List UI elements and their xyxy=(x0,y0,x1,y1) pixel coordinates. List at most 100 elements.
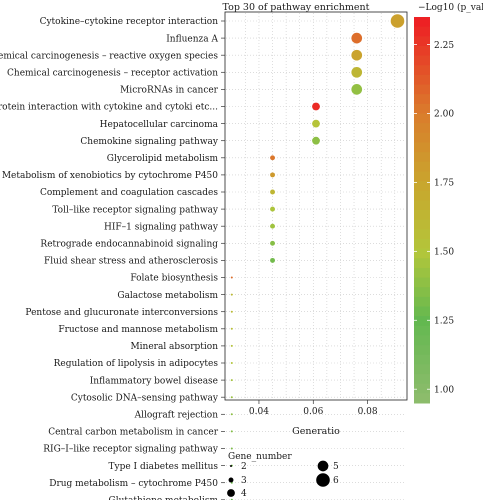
pathway-label: Hepatocellular carcinoma xyxy=(100,120,219,130)
data-point xyxy=(270,206,275,212)
color-bar-segment xyxy=(414,325,430,336)
color-bar-segment xyxy=(414,161,430,172)
color-tick-label: 1.50 xyxy=(434,248,454,258)
pathway-label: Chemical carcinogenesis – reactive oxyge… xyxy=(0,51,218,61)
color-tick-label: 1.25 xyxy=(434,316,454,326)
color-bar-segment xyxy=(414,316,430,327)
color-bar-segment xyxy=(414,36,430,47)
pathway-label: Retrograde endocannabinoid signaling xyxy=(40,240,218,250)
color-bar-segment xyxy=(414,296,430,307)
color-bar xyxy=(414,17,430,404)
size-legend-label: 6 xyxy=(333,476,339,486)
pathway-label: Mineral absorption xyxy=(130,342,218,352)
pathway-label: Fructose and mannose metabolism xyxy=(58,325,218,335)
color-bar-segment xyxy=(414,132,430,143)
size-legend-label: 3 xyxy=(241,476,247,486)
size-legend-label: 4 xyxy=(241,489,247,499)
data-point xyxy=(351,32,363,44)
data-point xyxy=(230,310,233,313)
data-point xyxy=(270,155,275,161)
data-point xyxy=(351,49,363,61)
color-tick-label: 2.25 xyxy=(434,41,454,51)
data-point xyxy=(270,240,275,246)
color-bar-segment xyxy=(414,65,430,76)
color-bar-segment xyxy=(414,26,430,37)
color-bar-segment xyxy=(414,45,430,57)
color-bar-segment xyxy=(414,287,430,298)
color-bar-segment xyxy=(414,17,430,28)
plot-panel-border xyxy=(224,11,408,401)
color-bar-segment xyxy=(414,84,430,95)
x-tick-label: 0.08 xyxy=(358,407,378,417)
color-bar-segment xyxy=(414,248,430,259)
color-bar-segment xyxy=(414,258,430,269)
pathway-label: Allograft rejection xyxy=(134,411,219,421)
color-bar-segment xyxy=(414,123,430,134)
pathway-label: Toll–like receptor signaling pathway xyxy=(52,205,219,215)
pathway-label: RIG–I–like receptor signaling pathway xyxy=(43,445,219,455)
x-axis-label: Generatio xyxy=(292,426,340,437)
size-legend-symbol xyxy=(228,477,234,483)
x-axis: 0.04 0.06 0.08 xyxy=(249,400,378,417)
color-bar-segment xyxy=(414,152,430,163)
color-bar-segment xyxy=(414,181,430,192)
pathway-label: Complement and coagulation cascades xyxy=(40,188,218,198)
data-point xyxy=(230,447,233,450)
color-bar-segment xyxy=(414,364,430,375)
color-legend: −Log10 (p_value) 2.25 2.00 1.75 1.50 1.25 1.0… xyxy=(414,2,483,404)
pathway-label: Inflammatory bowel disease xyxy=(90,376,218,386)
pathway-label: Type I diabetes mellitus xyxy=(109,462,219,472)
data-point xyxy=(230,293,233,296)
size-legend-symbol xyxy=(230,465,232,467)
data-point xyxy=(270,189,275,195)
pathway-label: Influenza A xyxy=(166,34,218,44)
color-bar-segment xyxy=(414,171,430,182)
size-legend-symbol xyxy=(227,489,235,497)
data-point xyxy=(230,344,233,347)
pathway-label: Glycerolipid metabolism xyxy=(107,154,219,164)
size-legend-title: Gene_number xyxy=(228,452,292,462)
color-bar-segment xyxy=(414,219,430,230)
color-bar-segment xyxy=(414,94,430,105)
data-point xyxy=(312,119,320,128)
data-point xyxy=(230,362,233,364)
size-legend-label: 5 xyxy=(333,462,339,472)
color-bar-segment xyxy=(414,200,430,211)
pathway-label: Metabolism of xenobiotics by cytochrome … xyxy=(2,171,218,181)
data-point xyxy=(351,84,363,95)
data-point xyxy=(351,66,363,78)
color-bar-segment xyxy=(414,374,430,385)
data-point xyxy=(312,102,320,111)
data-point xyxy=(270,223,275,229)
color-bar-segment xyxy=(414,210,430,221)
data-point xyxy=(390,14,405,28)
color-bar-segment xyxy=(414,277,430,288)
pathway-label: Regulation of lipolysis in adipocytes xyxy=(54,359,219,369)
pathway-label: Chemokine signaling pathway xyxy=(80,137,218,147)
pathway-label: Folate biosynthesis xyxy=(130,274,218,284)
color-bar-segment xyxy=(414,142,430,153)
pathway-labels: Cytokine–cytokine receptor interaction In… xyxy=(0,17,225,500)
size-legend-items: 2 3 4 5 6 xyxy=(227,460,339,499)
color-bar-segment xyxy=(414,383,430,394)
color-bar-segment xyxy=(414,345,430,356)
data-point xyxy=(230,379,233,382)
x-tick-label: 0.06 xyxy=(303,407,323,417)
size-legend-symbol xyxy=(316,473,330,487)
data-point xyxy=(270,172,275,178)
color-bar-segment xyxy=(414,103,430,114)
data-point xyxy=(312,136,320,145)
color-bar-segment xyxy=(414,267,430,279)
pathway-label: Pentose and glucuronate interconversions xyxy=(25,308,218,318)
x-tick-label: 0.04 xyxy=(249,407,269,417)
data-point xyxy=(230,276,233,279)
color-bar-segment xyxy=(414,238,430,250)
color-bar-segment xyxy=(414,229,430,240)
color-bar-segment xyxy=(414,393,430,404)
pathway-label: Viral protein interaction with cytokine … xyxy=(0,103,218,113)
pathway-label: Cytokine–cytokine receptor interaction xyxy=(40,17,219,27)
color-bar-segment xyxy=(414,74,430,86)
data-points xyxy=(230,14,405,500)
data-point xyxy=(230,413,233,416)
